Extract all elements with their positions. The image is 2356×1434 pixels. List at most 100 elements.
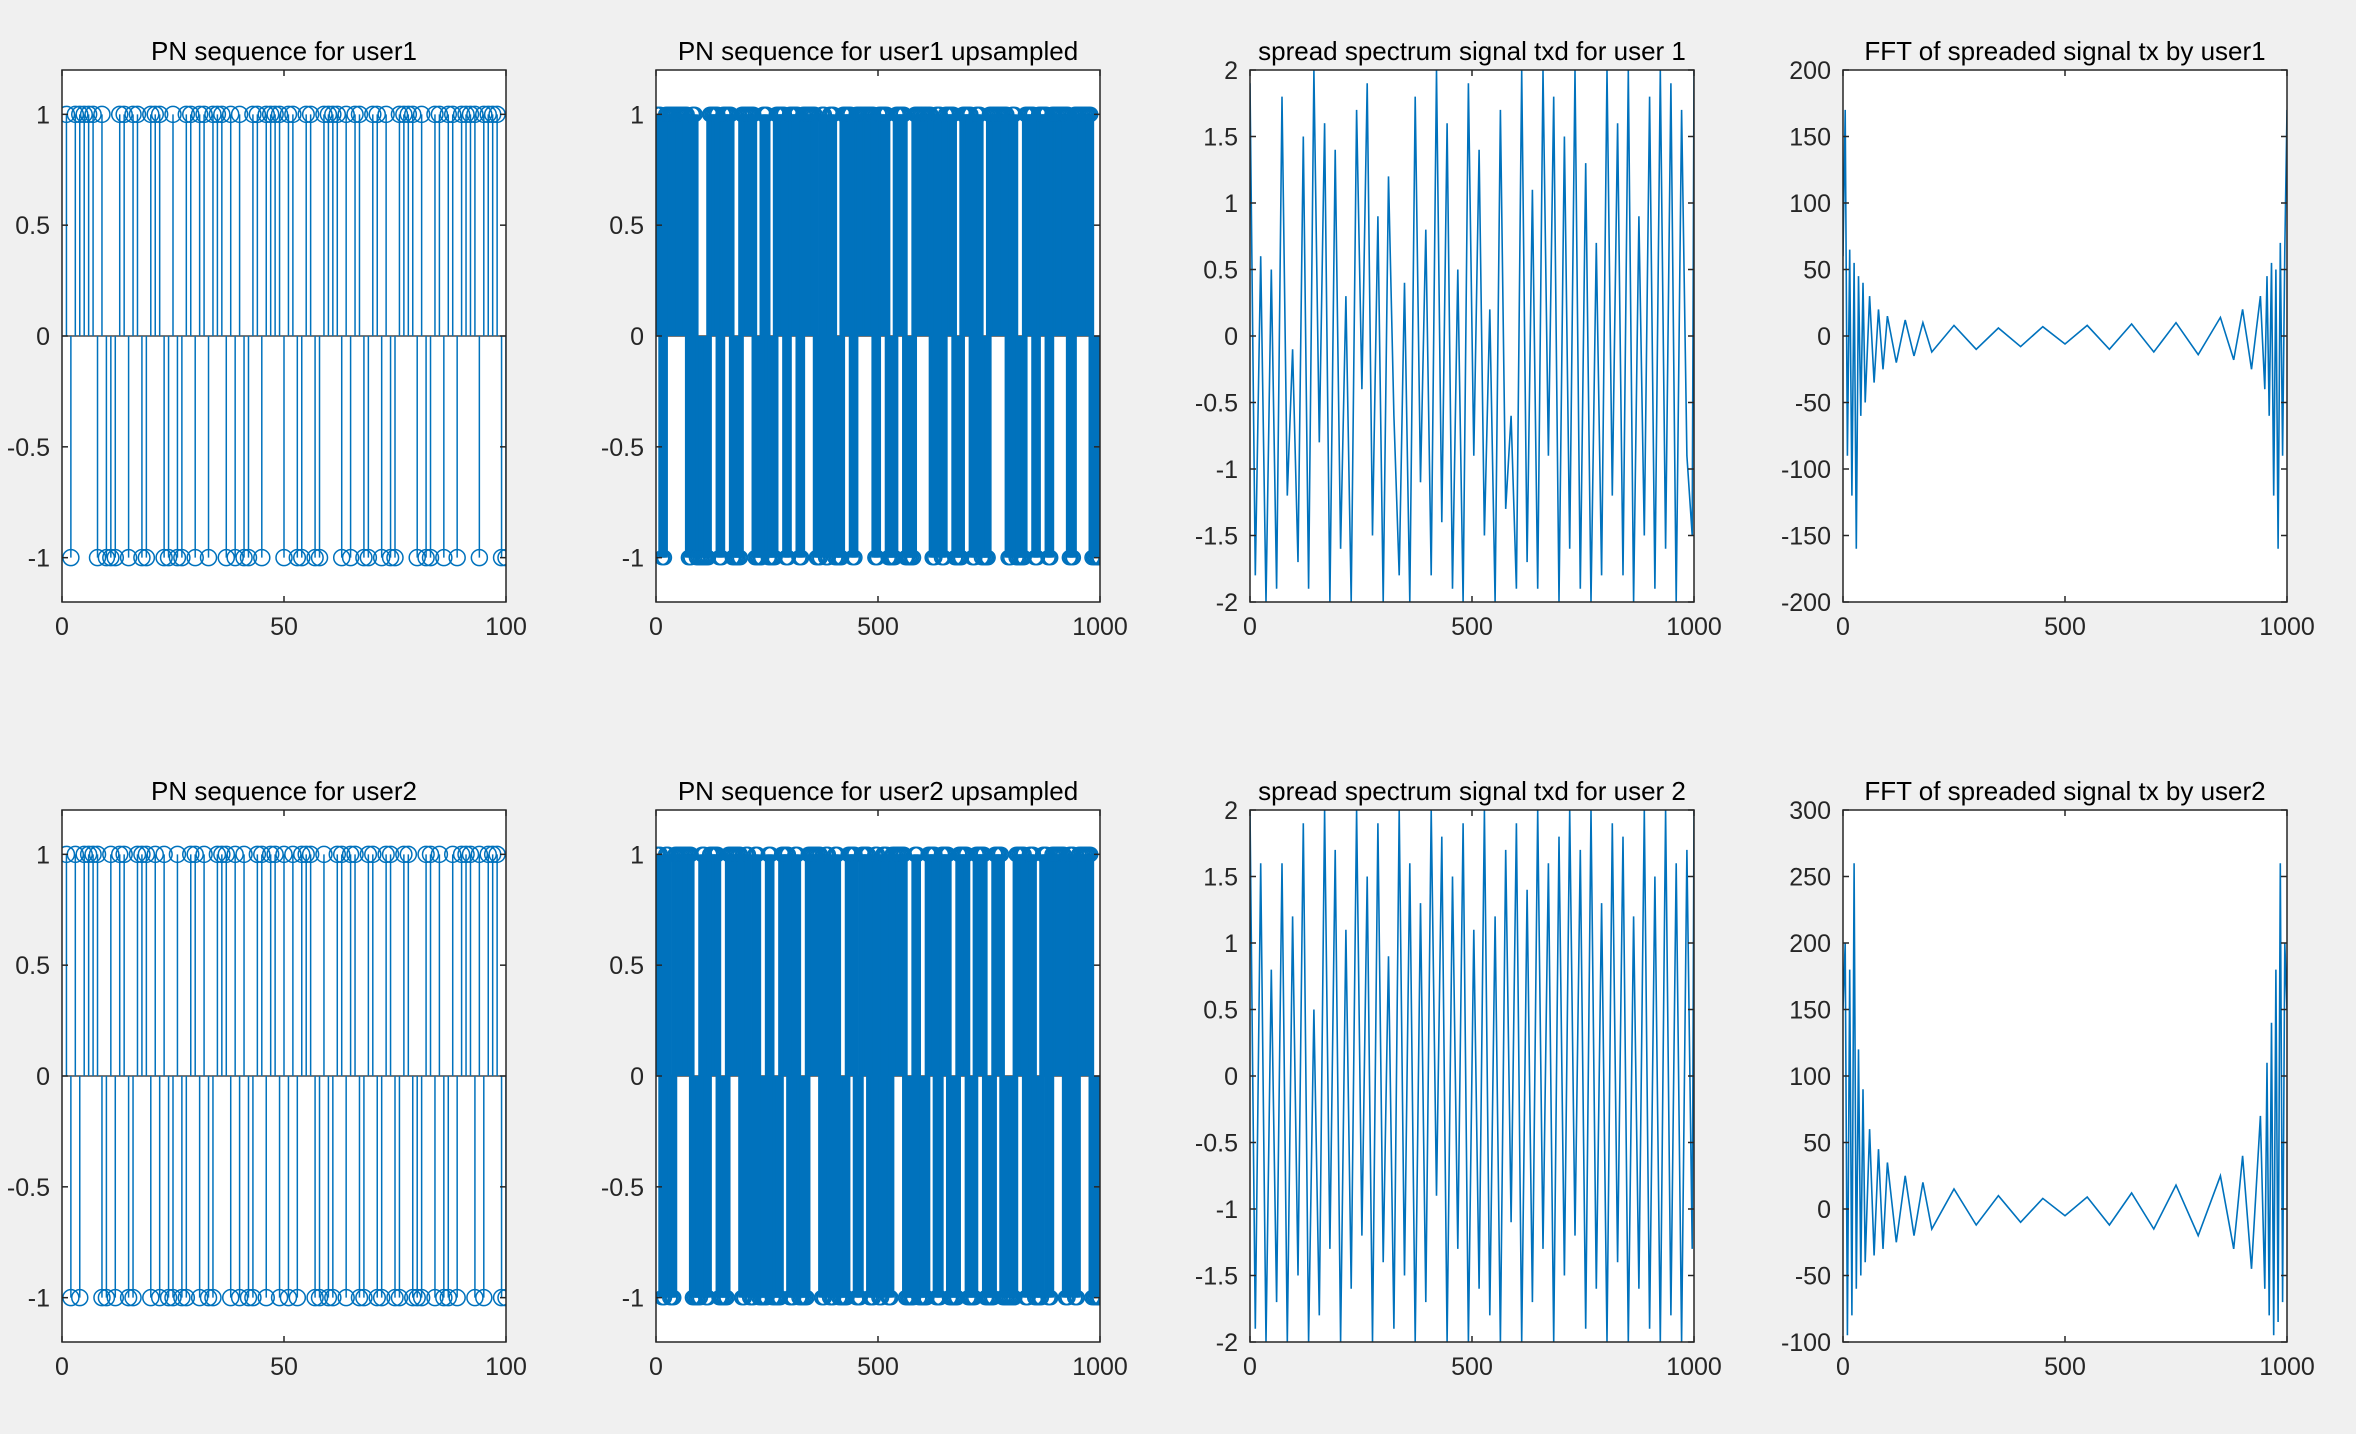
x-tick-label: 500 bbox=[1451, 613, 1493, 641]
y-tick-label: -1 bbox=[622, 1285, 644, 1313]
stem-marker bbox=[404, 1288, 422, 1307]
stem-marker bbox=[359, 845, 378, 864]
stem-marker bbox=[279, 105, 298, 124]
stem-marker bbox=[293, 548, 311, 567]
stem-marker bbox=[430, 105, 449, 124]
chart-title: PN sequence for user1 upsampled bbox=[678, 36, 1078, 66]
x-tick-label: 100 bbox=[485, 1353, 527, 1381]
y-tick-label: 0.5 bbox=[609, 212, 644, 240]
stem-marker bbox=[137, 845, 156, 864]
y-tick-label: 0 bbox=[36, 323, 50, 351]
stem-marker bbox=[261, 845, 280, 864]
stem-marker bbox=[1065, 549, 1082, 566]
stem-marker bbox=[847, 549, 863, 566]
x-tick-label: 0 bbox=[649, 1353, 663, 1381]
stem-marker bbox=[217, 548, 236, 567]
stem-marker bbox=[466, 105, 484, 124]
chart-title: FFT of spreaded signal tx by user1 bbox=[1864, 36, 2265, 66]
y-tick-label: 0 bbox=[1224, 1063, 1238, 1091]
y-tick-label: -0.5 bbox=[1195, 1130, 1238, 1158]
chart-title: PN sequence for user2 bbox=[151, 776, 417, 806]
stem-marker bbox=[412, 105, 431, 124]
y-tick-label: -1 bbox=[1216, 456, 1238, 484]
stem-marker bbox=[497, 1288, 506, 1307]
x-tick-label: 0 bbox=[1243, 1353, 1257, 1381]
stem-marker bbox=[461, 105, 480, 124]
x-tick-label: 1000 bbox=[1072, 1353, 1128, 1381]
x-tick-label: 500 bbox=[857, 613, 899, 641]
stem-marker bbox=[261, 105, 280, 124]
y-tick-label: 300 bbox=[1789, 797, 1831, 825]
stem-marker bbox=[244, 1288, 262, 1307]
stem-marker bbox=[475, 1288, 493, 1307]
y-tick-label: -150 bbox=[1781, 523, 1831, 551]
stem-marker bbox=[466, 1288, 484, 1307]
x-tick-label: 0 bbox=[649, 613, 663, 641]
stem-marker bbox=[159, 1288, 178, 1307]
stem-marker bbox=[239, 1288, 258, 1307]
stem-marker bbox=[457, 845, 475, 864]
stem-marker bbox=[417, 845, 435, 864]
y-tick-label: 2 bbox=[1224, 57, 1238, 85]
data-layer bbox=[62, 845, 506, 1307]
subplot-3: 0 500 1000 -2 -1.5 -1 -0.5 0 0.5 1 1.5 2 spread spec… bbox=[1195, 36, 1722, 641]
stem-marker bbox=[199, 548, 218, 567]
stem-marker bbox=[408, 548, 426, 567]
x-tick-label: 50 bbox=[270, 613, 298, 641]
stem-marker bbox=[421, 548, 440, 567]
stem-marker bbox=[133, 548, 151, 567]
y-tick-label: -1 bbox=[1216, 1196, 1238, 1224]
stem-marker bbox=[124, 105, 142, 124]
stem-marker bbox=[257, 1288, 275, 1307]
data-layer bbox=[1250, 70, 1694, 602]
stem-marker bbox=[284, 845, 302, 864]
series-line bbox=[1250, 810, 1694, 1342]
stem-marker bbox=[421, 845, 440, 864]
y-tick-label: 200 bbox=[1789, 930, 1831, 958]
stem-marker bbox=[195, 105, 213, 124]
y-tick-label: 1.5 bbox=[1203, 124, 1238, 152]
stem-marker bbox=[97, 1288, 116, 1307]
stem-marker bbox=[306, 548, 324, 567]
y-tick-label: -200 bbox=[1781, 589, 1831, 617]
stem-marker bbox=[341, 548, 360, 567]
x-tick-label: 50 bbox=[270, 1353, 298, 1381]
stem-marker bbox=[377, 845, 395, 864]
y-tick-label: 1.5 bbox=[1203, 864, 1238, 892]
stem-marker bbox=[443, 105, 462, 124]
stem-marker bbox=[279, 1288, 298, 1307]
stem-marker bbox=[213, 845, 231, 864]
stem-marker bbox=[97, 548, 116, 567]
stem-marker bbox=[128, 105, 147, 124]
stem-marker bbox=[253, 845, 271, 864]
y-tick-label: 50 bbox=[1803, 257, 1831, 285]
y-tick-label: 1 bbox=[1224, 190, 1238, 218]
y-tick-label: 0.5 bbox=[1203, 257, 1238, 285]
stem-marker bbox=[399, 845, 418, 864]
stem-marker bbox=[253, 548, 271, 567]
stem-marker bbox=[412, 1288, 431, 1307]
stem-marker bbox=[155, 548, 173, 567]
stem-marker bbox=[124, 1288, 142, 1307]
stem-marker bbox=[177, 105, 196, 124]
stem-marker bbox=[452, 105, 471, 124]
stem-marker bbox=[155, 845, 173, 864]
stem-marker bbox=[905, 549, 922, 566]
x-tick-label: 1000 bbox=[2259, 613, 2315, 641]
stem-marker bbox=[213, 105, 231, 124]
stem-marker bbox=[221, 105, 240, 124]
y-tick-label: -1 bbox=[28, 545, 50, 573]
stem-marker bbox=[173, 548, 191, 567]
stem-marker bbox=[475, 105, 493, 124]
stem-marker bbox=[461, 845, 480, 864]
y-tick-label: -100 bbox=[1781, 1329, 1831, 1357]
stem-marker bbox=[332, 845, 351, 864]
stem-marker bbox=[439, 1288, 458, 1307]
x-tick-label: 1000 bbox=[1666, 1353, 1722, 1381]
x-tick-label: 100 bbox=[485, 613, 527, 641]
y-tick-label: 150 bbox=[1789, 997, 1831, 1025]
stem-marker bbox=[275, 845, 293, 864]
stem-marker bbox=[297, 105, 315, 124]
stem-marker bbox=[666, 1289, 682, 1306]
stem-marker bbox=[173, 1288, 191, 1307]
